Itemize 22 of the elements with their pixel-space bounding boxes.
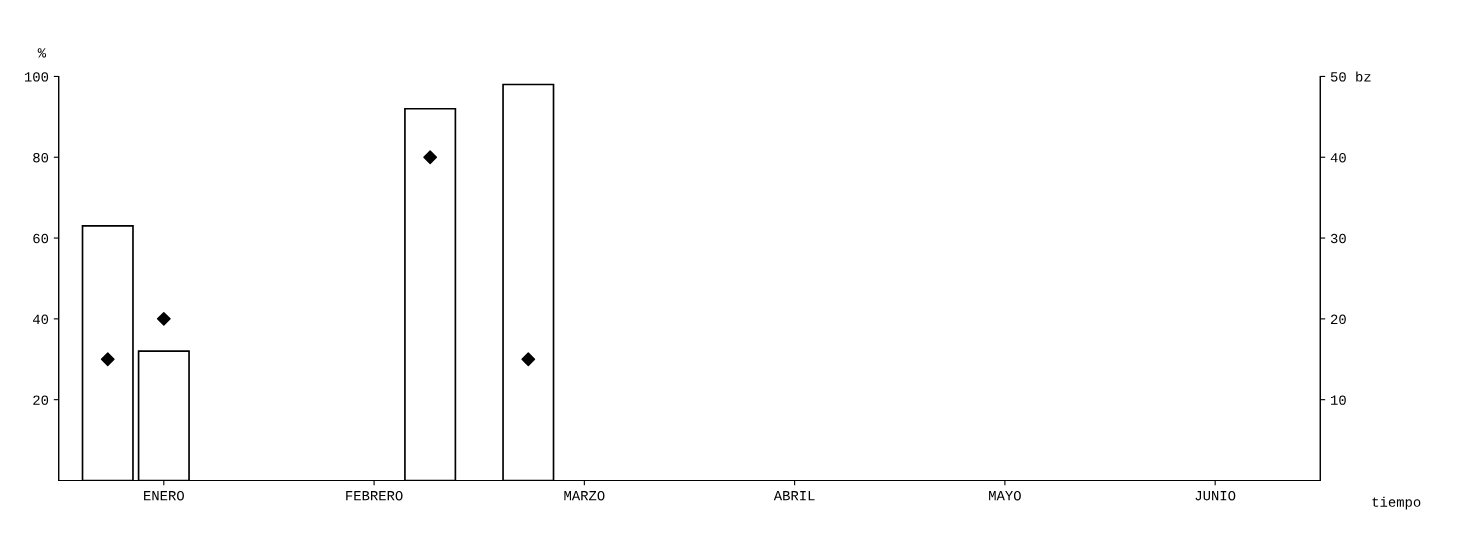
y2-tick-label: 30 xyxy=(1330,233,1346,244)
y2-tick-label: 50 bz xyxy=(1330,71,1371,82)
x-tick-label: ABRIL xyxy=(773,491,815,501)
y-tick-label: 100 xyxy=(24,72,49,82)
x-tick-label: FEBRERO xyxy=(346,490,403,501)
bar xyxy=(404,107,457,481)
bar xyxy=(502,83,555,481)
x-axis-title: tiempo xyxy=(1372,496,1421,510)
y-tick-label: 40 xyxy=(32,314,49,325)
y2-tick-label: 40 xyxy=(1330,152,1346,163)
bar xyxy=(81,225,134,481)
bar xyxy=(137,350,190,481)
y2-tick-label: 10 xyxy=(1331,395,1346,405)
y-tick-label: 60 xyxy=(33,233,49,244)
x-tick-label: MARZO xyxy=(564,490,605,501)
y-axis-title: % xyxy=(37,48,47,58)
y-tick-label: 20 xyxy=(33,395,49,405)
y-tick-label: 80 xyxy=(33,152,49,163)
x-tick-label: MAYO xyxy=(989,490,1021,501)
x-tick-label: JUNIO xyxy=(1195,490,1236,501)
x-tick-label: ENERO xyxy=(144,490,184,501)
y2-tick-label: 20 xyxy=(1331,314,1346,325)
